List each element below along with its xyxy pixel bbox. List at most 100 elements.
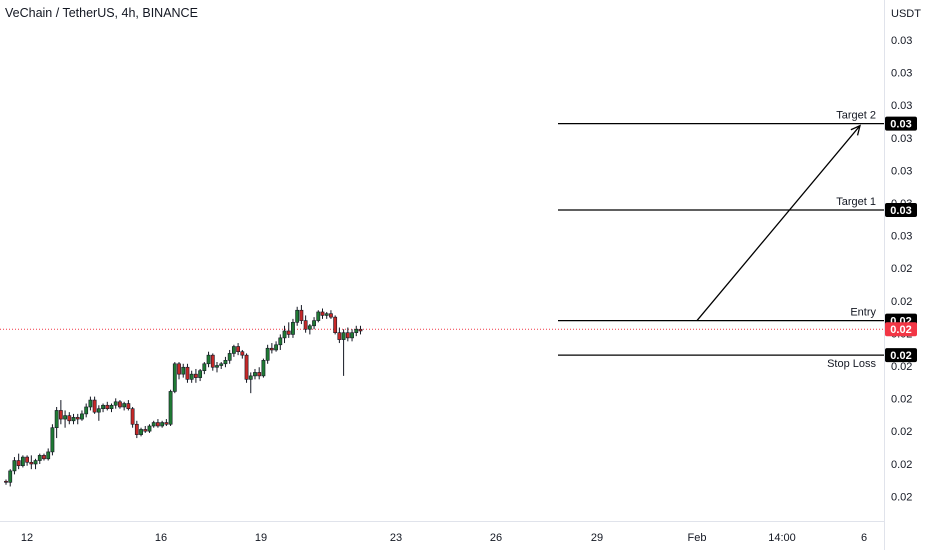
candle-body <box>244 354 249 380</box>
candle-body <box>164 422 169 425</box>
candle-body <box>37 455 42 461</box>
level-label: Entry <box>850 307 876 319</box>
candle-body <box>80 413 84 420</box>
candle-body <box>185 366 190 380</box>
projection-arrow-head <box>850 124 861 136</box>
price-tick-label: 0.02 <box>891 361 912 373</box>
candle-body <box>320 311 325 316</box>
price-tick-label: 0.02 <box>891 426 912 438</box>
candle-body <box>84 406 89 415</box>
projection-arrow <box>696 124 861 322</box>
level-label: Stop Loss <box>827 358 876 370</box>
candle-body <box>67 415 72 422</box>
candle-body <box>274 344 278 351</box>
candle-body <box>147 425 152 432</box>
candle-body <box>46 451 51 460</box>
candle-body <box>215 365 219 368</box>
time-tick-label: Feb <box>688 532 707 544</box>
price-tick-label: 0.02 <box>891 394 912 406</box>
time-tick-label: 29 <box>591 532 603 544</box>
time-tick-label: 14:00 <box>768 532 796 544</box>
candle-body <box>54 410 59 429</box>
price-tags: 0.03 0.03 0.02 0.02 0.02 <box>885 116 917 363</box>
time-axis: 12 16 19 23 26 29 Feb 14:00 6 <box>0 521 884 544</box>
level-price-tag-text: 0.03 <box>890 119 911 131</box>
candle-body <box>324 313 329 316</box>
candle-series <box>0 305 884 487</box>
price-tick-label: 0.03 <box>891 165 912 177</box>
candle-body <box>303 320 308 330</box>
candle-body <box>181 366 186 375</box>
candle-body <box>358 328 363 332</box>
candle-body <box>113 401 118 406</box>
candle-body <box>122 403 127 408</box>
candle-body <box>202 363 207 371</box>
candle-body <box>307 325 312 330</box>
trade-levels: Target 2 Target 1 Entry Stop Loss <box>558 110 884 370</box>
candle-body <box>316 311 321 321</box>
candle-body <box>101 404 105 410</box>
candle-body <box>130 408 135 425</box>
candle-body <box>143 429 148 432</box>
time-tick-label: 6 <box>861 532 867 544</box>
candle-body <box>4 480 8 483</box>
time-tick-label: 23 <box>390 532 402 544</box>
candle-body <box>126 403 131 410</box>
price-tick-label: 0.03 <box>891 133 912 145</box>
candle-body <box>333 316 338 333</box>
current-price-tag-text: 0.02 <box>890 324 911 336</box>
level-price-tag <box>885 116 917 131</box>
price-tick-label: 0.02 <box>891 459 912 471</box>
candle-body <box>286 330 291 335</box>
candle-body <box>206 354 211 365</box>
candle-body <box>151 422 156 427</box>
level-price-tag-text: 0.02 <box>890 350 911 362</box>
price-tick-label: 0.03 <box>891 68 912 80</box>
candle-body <box>12 460 17 472</box>
candle-body <box>299 309 304 321</box>
candle-body <box>172 363 177 392</box>
price-tick-label: 0.03 <box>891 100 912 112</box>
time-tick-label: 26 <box>490 532 502 544</box>
candle-body <box>227 353 232 361</box>
candle-body <box>261 360 266 377</box>
candle-body <box>240 351 245 356</box>
candle-body <box>198 370 203 378</box>
candle-body <box>312 320 316 327</box>
candle-body <box>71 417 76 422</box>
candle-body <box>350 332 354 339</box>
candle-body <box>20 456 25 467</box>
candle-body <box>109 404 114 410</box>
level-price-tag <box>885 203 917 218</box>
level-price-tag-text: 0.03 <box>890 205 911 217</box>
candle-body <box>156 422 160 427</box>
candle-body <box>58 410 63 420</box>
candle-body <box>219 363 224 366</box>
candle-body <box>8 470 13 483</box>
candle-body <box>341 332 346 340</box>
candle-body <box>236 346 241 352</box>
candle-body <box>75 417 80 420</box>
candle-body <box>282 330 287 339</box>
candle-body <box>210 354 215 368</box>
candle-body <box>92 399 97 413</box>
candle-body <box>295 309 300 323</box>
candle-body <box>177 363 181 375</box>
current-price-tag <box>885 322 917 337</box>
candle-body <box>42 455 46 460</box>
candle-body <box>248 375 253 380</box>
candle-body <box>231 346 236 354</box>
candle-body <box>96 408 101 413</box>
candle-body <box>278 337 283 346</box>
time-tick-label: 16 <box>155 532 167 544</box>
candle-body <box>134 423 139 435</box>
candle-body <box>265 347 270 361</box>
candle-body <box>291 322 295 335</box>
time-tick-label: 19 <box>255 532 267 544</box>
price-tick-label: 0.02 <box>891 491 912 503</box>
candle-body <box>194 373 198 378</box>
candle-body <box>257 372 262 377</box>
time-tick-label: 12 <box>21 532 33 544</box>
projection-arrow-shaft[interactable] <box>696 125 861 322</box>
